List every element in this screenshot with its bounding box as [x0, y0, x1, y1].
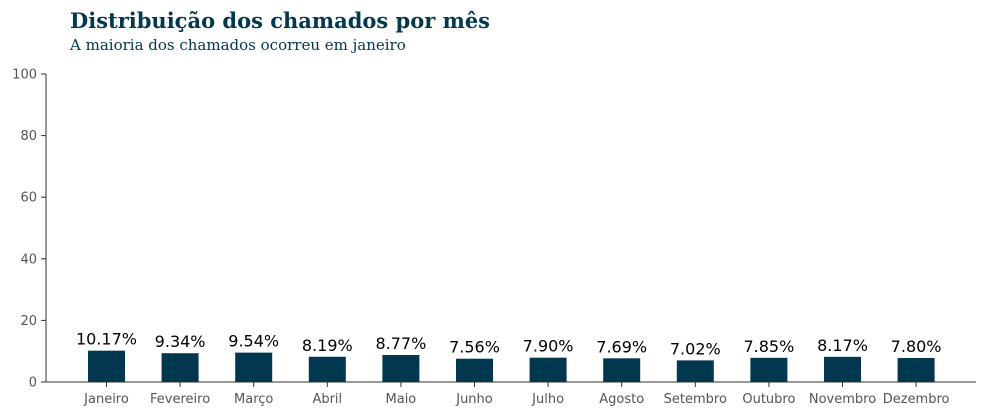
bar — [529, 357, 567, 382]
bar — [676, 360, 714, 382]
data-label: 8.77% — [375, 334, 426, 353]
y-tick-label: 20 — [20, 314, 37, 329]
bar — [824, 356, 861, 382]
y-tick-label: 60 — [20, 191, 37, 206]
data-label: 7.85% — [743, 337, 794, 356]
x-tick-label: Outubro — [742, 392, 795, 407]
x-tick-label: Agosto — [599, 392, 644, 407]
x-tick-label: Julho — [531, 392, 564, 407]
bar — [603, 358, 641, 382]
data-label: 7.69% — [596, 337, 647, 356]
bar — [308, 356, 346, 382]
data-label: 7.90% — [523, 337, 574, 356]
data-label: 9.34% — [155, 332, 206, 351]
data-label: 10.17% — [76, 330, 137, 349]
y-tick-label: 100 — [12, 68, 37, 83]
bar — [897, 357, 935, 382]
x-tick-label: Fevereiro — [150, 392, 210, 407]
x-tick-label: Junho — [455, 392, 493, 407]
bar — [750, 357, 788, 382]
chart-title: Distribuição dos chamados por mês — [70, 8, 490, 33]
x-tick-label: Janeiro — [83, 392, 129, 407]
bar — [382, 354, 420, 382]
bar — [456, 358, 493, 382]
y-tick-label: 0 — [29, 376, 37, 391]
data-label: 8.19% — [302, 336, 353, 355]
x-tick-label: Maio — [386, 392, 417, 407]
data-label: 7.02% — [670, 339, 721, 358]
data-label: 8.17% — [817, 336, 868, 355]
x-tick-label: Novembro — [809, 392, 876, 407]
bar — [161, 353, 199, 382]
data-label: 9.54% — [228, 332, 279, 351]
x-tick-label: Setembro — [664, 392, 727, 407]
bar — [235, 352, 273, 382]
data-label: 7.56% — [449, 338, 500, 357]
x-tick-label: Abril — [312, 392, 342, 407]
y-tick-label: 40 — [20, 252, 37, 267]
x-tick-label: Dezembro — [883, 392, 950, 407]
chart-subtitle: A maioria dos chamados ocorreu em janeir… — [70, 36, 406, 54]
data-label: 7.80% — [891, 337, 942, 356]
x-tick-label: Março — [234, 392, 273, 407]
bar — [88, 350, 125, 382]
y-tick-label: 80 — [20, 129, 37, 144]
